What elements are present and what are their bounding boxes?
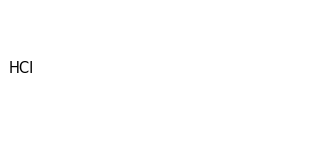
Text: HCl: HCl [9, 61, 34, 76]
